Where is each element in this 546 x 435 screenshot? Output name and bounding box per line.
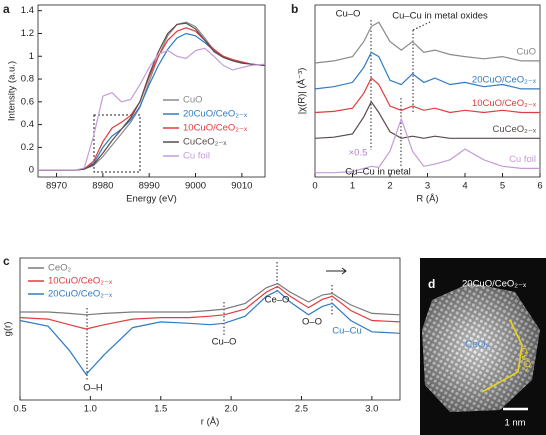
- series-label: 10CuO/CeO₂₋ₓ: [472, 98, 537, 109]
- data-line: [20, 282, 401, 316]
- x-tick-label: 8970: [46, 181, 67, 192]
- annotation: Cu–Cu: [332, 326, 362, 337]
- annotation: O–O: [302, 317, 322, 328]
- x-tick-label: 0: [312, 181, 317, 192]
- legend-label: CuCeO₂₋ₓ: [183, 137, 227, 148]
- data-line: [19, 289, 401, 376]
- data-line: [314, 51, 540, 90]
- x-tick-label: 9000: [185, 181, 206, 192]
- x-tick-label: 4: [462, 181, 467, 192]
- annotation: O–H: [83, 383, 103, 394]
- legend-label: Cu foil: [183, 151, 210, 162]
- x-tick-label: 9010: [231, 181, 252, 192]
- x-tick-label: 1: [350, 181, 355, 192]
- legend-label: 20CuO/CeO₂₋ₓ: [183, 109, 248, 120]
- data-line: [38, 47, 266, 171]
- x-tick-label: 3: [425, 181, 430, 192]
- data-line: [38, 21, 266, 171]
- y-axis-title: g(r): [3, 322, 14, 337]
- panel-label: c: [3, 254, 10, 268]
- legend-label: 10CuO/CeO₂₋ₓ: [183, 123, 248, 134]
- annotation: Cu–Cu in metal: [345, 167, 410, 178]
- region-label: CeO₂: [465, 340, 490, 351]
- plot-frame: [37, 4, 266, 178]
- y-tick-label: 0.6: [21, 96, 34, 107]
- x-tick-label: 1.5: [154, 404, 167, 415]
- series-label: CuO: [516, 46, 536, 57]
- data-line: [38, 32, 266, 171]
- image-title: 20CuO/CeO₂₋ₓ: [462, 279, 527, 290]
- legend-label: 10CuO/CeO₂₋ₓ: [48, 276, 113, 287]
- annotation: Cu–Cu in metal oxides: [392, 11, 488, 22]
- x-tick-label: 8980: [92, 181, 113, 192]
- series-label: CuCeO₂₋ₓ: [493, 124, 537, 135]
- data-line: [19, 285, 401, 330]
- x-tick-label: 8990: [139, 181, 160, 192]
- data-line: [38, 27, 266, 171]
- y-tick-label: 0.2: [21, 142, 34, 153]
- y-tick-label: 1.4: [21, 5, 34, 16]
- legend-label: CeO₂: [48, 263, 72, 274]
- x-tick-label: 5: [500, 181, 505, 192]
- x-tick-label: 6: [537, 181, 542, 192]
- legend-label: CuO: [183, 95, 203, 106]
- x-tick-label: 2.0: [225, 404, 238, 415]
- shift-arrow: [326, 267, 347, 275]
- data-line: [315, 117, 540, 174]
- x-axis-title: r (Å): [201, 417, 219, 428]
- y-tick-label: 0.8: [21, 74, 34, 85]
- data-line: [38, 22, 266, 171]
- x-tick-label: 0.5: [13, 404, 26, 415]
- series-label: Cu foil: [509, 154, 536, 165]
- x-tick-label: 2: [387, 181, 392, 192]
- y-axis-title: |χ(R)| (Å⁻³): [297, 68, 308, 115]
- data-line: [314, 21, 540, 64]
- plot-frame: [19, 257, 401, 401]
- y-tick-label: 1.2: [21, 28, 34, 39]
- y-tick-label: 0.4: [21, 119, 34, 130]
- annotation: Cu–O: [336, 9, 361, 20]
- guide-line: [412, 21, 431, 31]
- series-label: 20CuO/CeO₂₋ₓ: [472, 74, 537, 85]
- x-tick-label: 1.0: [84, 404, 97, 415]
- x-tick-label: 2.5: [295, 404, 308, 415]
- x-axis-title: R (Å): [416, 194, 438, 205]
- annotation: Cu–O: [212, 337, 237, 348]
- panel-label: a: [3, 2, 10, 16]
- panel-label: b: [291, 2, 298, 16]
- data-line: [314, 100, 540, 139]
- data-line: [314, 77, 540, 114]
- y-tick-label: 0: [29, 165, 34, 176]
- zoom-box: [93, 114, 141, 173]
- legend-label: 20CuO/CeO₂₋ₓ: [48, 289, 113, 300]
- annotation: Ce–O: [265, 295, 290, 306]
- x-tick-label: 3.0: [365, 404, 378, 415]
- y-axis-title: Intensity (a.u.): [7, 61, 18, 121]
- scale-bar-label: 1 nm: [504, 418, 525, 429]
- tem-image: [420, 258, 546, 435]
- panel-label: d: [428, 277, 435, 291]
- annotation: ×0.5: [349, 148, 368, 159]
- x-axis-title: Energy (eV): [126, 194, 177, 205]
- y-tick-label: 1: [29, 51, 34, 62]
